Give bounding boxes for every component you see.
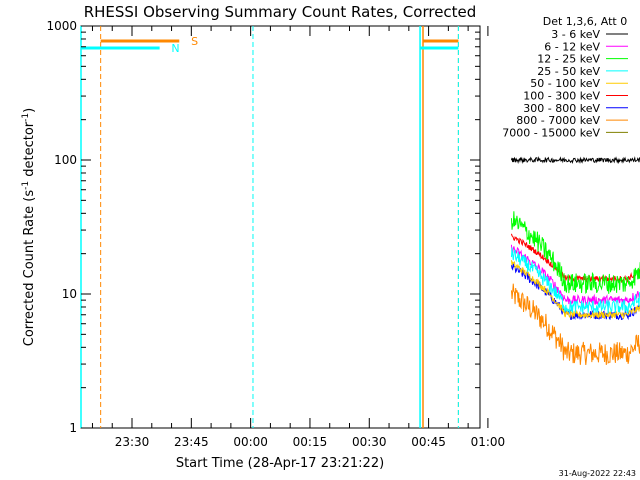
x-axis-label: Start Time (28-Apr-17 23:21:22)	[176, 456, 384, 471]
y-label-sup2: -1	[21, 113, 31, 122]
legend-entry-2: 12 - 25 keV	[537, 53, 600, 66]
chart-title: RHESSI Observing Summary Count Rates, Co…	[84, 3, 477, 21]
y-tick-label: 1	[69, 421, 77, 435]
series-layer	[510, 156, 640, 366]
y-tick-label: 1000	[46, 19, 77, 33]
x-tick-label: 01:00	[471, 435, 506, 449]
plot-area: SN 1 10 100 1000 23:30 23:45 00:00 00:15 00:30 0…	[46, 19, 640, 449]
y-axis-label: Corrected Count Rate (s-1 detector-1)	[21, 108, 37, 346]
series-line-4	[510, 260, 640, 320]
x-tick-label: 23:30	[115, 435, 150, 449]
legend-entry-0: 3 - 6 keV	[551, 28, 600, 41]
legend-entry-5: 100 - 300 keV	[523, 90, 600, 103]
x-tick-label: 00:15	[293, 435, 328, 449]
series-line-3	[510, 247, 640, 315]
legend-entry-3: 25 - 50 keV	[537, 65, 600, 78]
legend-entry-8: 7000 - 15000 keV	[502, 126, 600, 139]
x-tick-label: 00:30	[352, 435, 387, 449]
legend-entry-1: 6 - 12 keV	[544, 40, 600, 53]
annot-label-N: N	[171, 42, 179, 55]
legend-entry-6: 300 - 800 keV	[523, 102, 600, 115]
x-axis-ticks: 23:30 23:45 00:00 00:15 00:30 00:45 01:00	[91, 26, 506, 449]
x-tick-label: 00:00	[233, 435, 268, 449]
series-line-7	[510, 283, 640, 366]
series-line-5	[510, 233, 640, 284]
annot-label-S: S	[191, 35, 198, 48]
x-tick-label: 00:45	[411, 435, 446, 449]
y-label-sup1: -1	[21, 181, 31, 190]
timestamp: 31-Aug-2022 22:43	[559, 469, 636, 478]
x-tick-label: 23:45	[174, 435, 209, 449]
series-line-1	[510, 244, 640, 307]
series-line-0	[510, 156, 640, 165]
legend-entry-4: 50 - 100 keV	[530, 77, 600, 90]
y-tick-label: 10	[62, 287, 77, 301]
y-tick-label: 100	[54, 153, 77, 167]
series-line-2	[510, 211, 640, 294]
legend-header: Det 1,3,6, Att 0	[543, 15, 627, 28]
annotation-layer: SN	[80, 26, 459, 428]
y-axis-ticks: 1 10 100 1000	[46, 19, 480, 435]
legend-entry-7: 800 - 7000 keV	[516, 114, 600, 127]
